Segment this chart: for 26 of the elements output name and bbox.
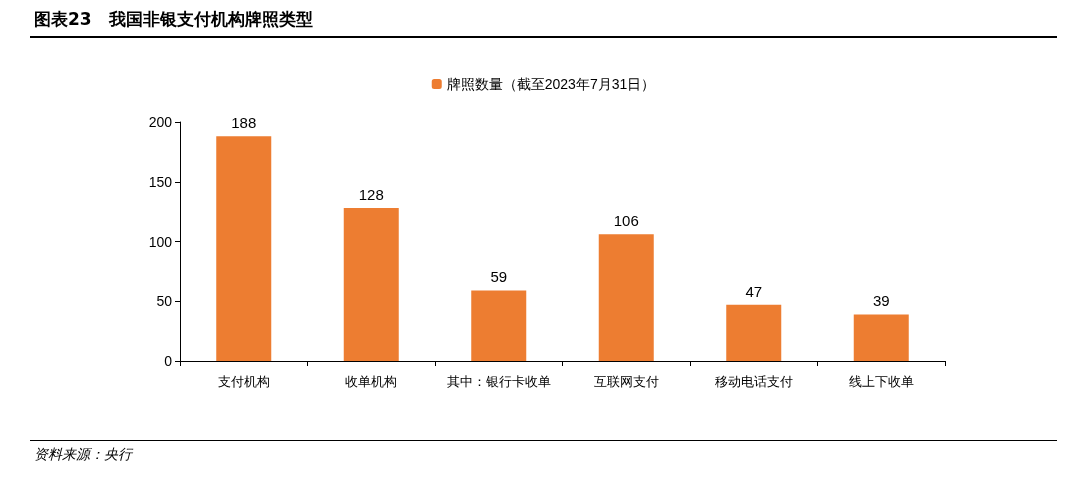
y-tick-label: 150 [148,173,173,190]
data-label: 188 [231,114,257,132]
legend-label: 牌照数量（截至2023年7月31日） [446,76,656,92]
data-label: 39 [872,292,890,310]
y-tick-label: 0 [164,353,173,369]
text: 资料来源：央行 [34,446,132,464]
x-tick-label: 收单机构 [345,374,398,389]
y-tick-label: 50 [156,293,173,310]
data-label: 59 [490,268,508,286]
bar [216,136,272,361]
data-label: 128 [358,186,384,204]
x-tick-label: 移动电话支付 [714,374,793,389]
bar [343,208,399,361]
x-tick-label: 支付机构 [217,374,270,389]
bar [471,290,527,361]
bar [853,314,909,361]
x-tick-label: 互联网支付 [593,374,659,389]
x-tick-label: 其中：银行卡收单 [446,374,551,389]
y-tick-label: 200 [148,114,173,130]
chart-title: 图表23 我国非银支付机构牌照类型 [34,8,313,31]
bar [598,234,654,361]
data-label: 47 [745,282,763,300]
bar [726,304,782,361]
x-tick-label: 线上下收单 [848,374,914,389]
data-label: 106 [613,212,639,230]
y-tick-label: 100 [148,233,173,250]
